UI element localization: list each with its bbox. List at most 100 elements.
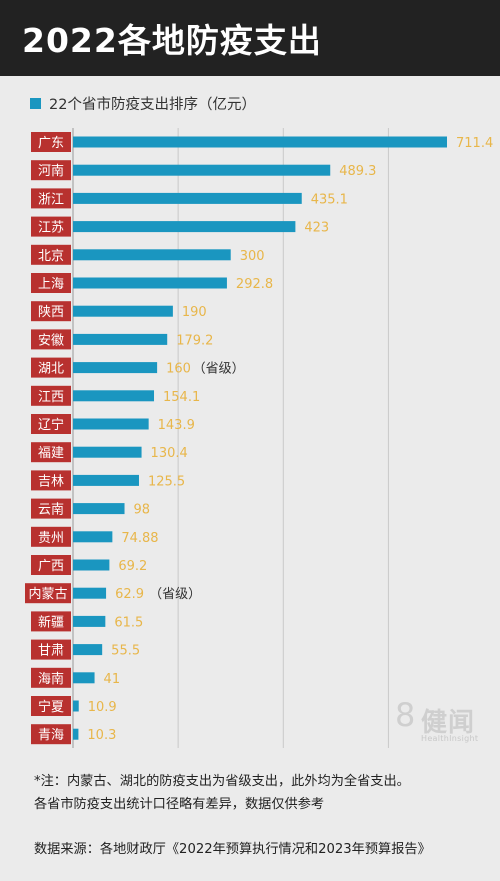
- bar: [73, 249, 231, 261]
- bar: [73, 192, 302, 204]
- value-label: 130.4: [151, 446, 188, 461]
- category-label: 宁夏: [38, 699, 64, 715]
- category-label-bg: [31, 639, 71, 660]
- category-label: 上海: [38, 277, 64, 292]
- category-label: 北京: [38, 249, 64, 264]
- value-label: 61.5: [114, 615, 143, 630]
- category-label: 江苏: [38, 220, 64, 236]
- category-label-bg: [25, 583, 71, 604]
- category-label-bg: [31, 244, 71, 265]
- bar: [73, 672, 95, 684]
- chart-legend: 22个省市防疫支出排序（亿元）: [30, 93, 256, 113]
- bar: [73, 531, 113, 543]
- bar: [73, 446, 142, 458]
- value-label: 292.8: [236, 277, 273, 292]
- category-label-bg: [31, 216, 71, 237]
- bar: [73, 418, 149, 430]
- category-label: 安徽: [38, 333, 64, 348]
- category-label-bg: [31, 414, 71, 434]
- bar: [73, 136, 447, 148]
- category-label-bg: [31, 555, 71, 575]
- bar: [73, 728, 79, 740]
- value-label: 190: [182, 305, 207, 320]
- category-label-bg: [31, 526, 71, 547]
- category-label: 江西: [38, 390, 64, 405]
- page-header: 2022各地防疫支出: [0, 0, 500, 76]
- footnote-line-2: 各省市防疫支出统计口径略有差异，数据仅供参考: [34, 797, 325, 812]
- value-label: 125.5: [148, 474, 185, 489]
- bar: [73, 700, 79, 712]
- category-label: 福建: [38, 446, 64, 461]
- bar-chart: 广东 711.4 河南 489.3 浙江 435.1 江苏 423 北京 300 上海 292.8 陕西…: [25, 128, 493, 748]
- bar: [73, 559, 110, 571]
- watermark-logo: 8 健闻 HealthInsight: [395, 696, 490, 746]
- category-label: 内蒙古: [28, 586, 67, 602]
- bar: [73, 305, 173, 317]
- category-label-bg: [31, 498, 71, 519]
- category-label: 贵州: [38, 531, 64, 546]
- category-label-bg: [31, 611, 71, 632]
- bar: [73, 390, 155, 402]
- bar: [73, 333, 168, 345]
- bar: [73, 164, 331, 176]
- category-label-bg: [31, 667, 71, 688]
- category-label-bg: [31, 442, 71, 463]
- category-label: 广东: [38, 136, 64, 151]
- category-label: 浙江: [38, 192, 64, 207]
- value-label: 10.9: [88, 700, 117, 715]
- category-label-bg: [31, 301, 71, 322]
- footnote: *注：内蒙古、湖北的防疫支出为省级支出，此外均为全省支出。 各省市防疫支出统计口…: [34, 770, 484, 816]
- category-label: 青海: [38, 728, 64, 743]
- bar: [73, 362, 158, 374]
- bar: [73, 474, 139, 486]
- watermark-number: 8: [395, 696, 416, 734]
- value-label: 300: [240, 249, 265, 264]
- watermark-subtitle: HealthInsight: [421, 734, 479, 743]
- category-label-bg: [31, 385, 71, 406]
- category-label: 陕西: [38, 305, 64, 320]
- category-label-bg: [31, 188, 71, 209]
- bar: [73, 644, 103, 656]
- category-label: 湖北: [38, 362, 64, 377]
- legend-label: 22个省市防疫支出排序（亿元）: [49, 96, 256, 113]
- category-label-bg: [31, 470, 71, 491]
- value-label: 179.2: [176, 333, 213, 348]
- category-label: 新疆: [38, 614, 64, 630]
- value-label: 423: [304, 221, 329, 236]
- watermark-name: 健闻: [421, 708, 476, 738]
- category-label-bg: [31, 357, 71, 378]
- value-label: 69.2: [118, 559, 147, 574]
- value-label: 10.3: [87, 728, 116, 743]
- category-label: 海南: [38, 671, 64, 687]
- bar: [73, 503, 125, 515]
- page-title: 2022各地防疫支出: [22, 21, 322, 60]
- value-label: 55.5: [111, 644, 140, 659]
- category-label: 河南: [38, 163, 64, 179]
- category-label: 辽宁: [38, 417, 64, 433]
- category-label-bg: [31, 724, 71, 745]
- legend-swatch: [30, 97, 41, 109]
- annotation-label: （省级）: [193, 362, 245, 377]
- bar: [73, 587, 107, 599]
- annotation-label: （省级）: [149, 587, 201, 602]
- category-label: 甘肃: [38, 644, 64, 659]
- bar: [73, 615, 106, 627]
- category-label-bg: [31, 696, 71, 716]
- category-label: 吉林: [38, 474, 64, 489]
- category-label: 云南: [38, 502, 64, 518]
- value-label: 98: [134, 503, 151, 518]
- value-label: 154.1: [163, 390, 200, 405]
- bar: [73, 221, 296, 233]
- value-label: 41: [104, 672, 121, 687]
- value-label: 62.9: [115, 587, 144, 602]
- category-label-bg: [31, 273, 71, 293]
- value-label: 489.3: [339, 164, 376, 179]
- value-label: 160: [166, 362, 191, 377]
- value-label: 711.4: [456, 136, 493, 151]
- category-label: 广西: [38, 559, 64, 574]
- bar: [73, 277, 227, 289]
- value-label: 143.9: [158, 418, 195, 433]
- category-label-bg: [31, 132, 71, 152]
- footnote-line-1: *注：内蒙古、湖北的防疫支出为省级支出，此外均为全省支出。: [34, 774, 410, 789]
- category-label-bg: [31, 160, 71, 181]
